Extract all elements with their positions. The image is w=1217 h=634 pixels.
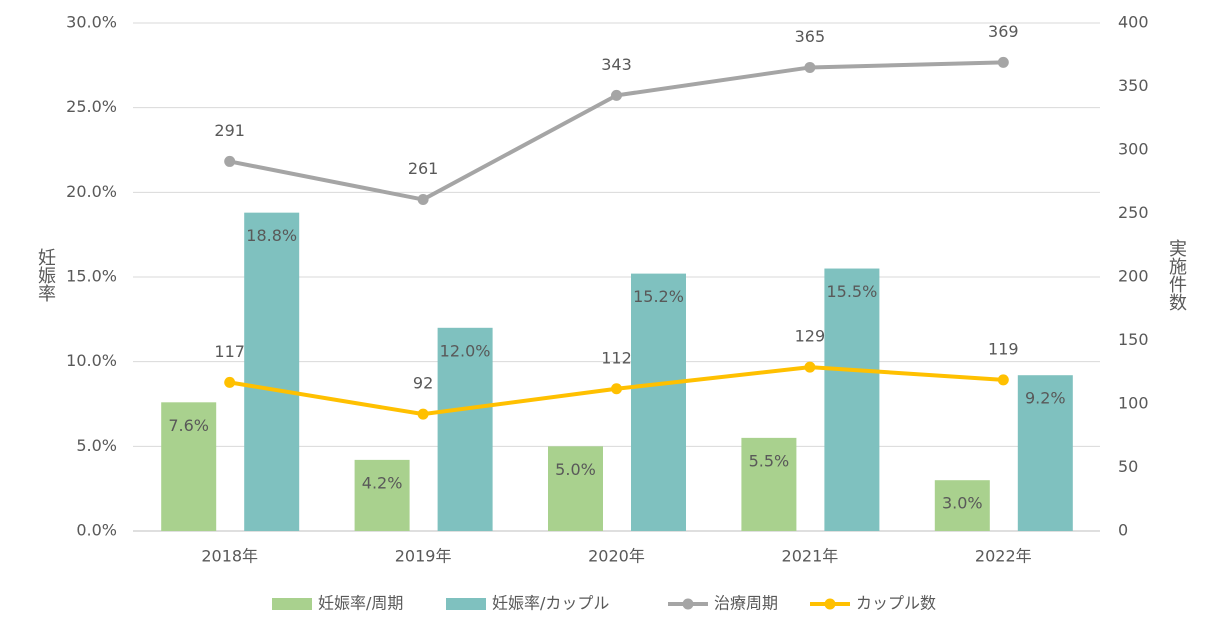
y-axis-title: 妊娠率	[35, 248, 56, 302]
line-value-label: 291	[214, 121, 245, 140]
y-tick-label: 10.0%	[66, 351, 117, 370]
legend-label: 妊娠率/カップル	[492, 594, 609, 613]
line-value-label: 261	[408, 159, 439, 178]
bar	[354, 459, 410, 531]
line-point	[611, 89, 622, 101]
bar	[1017, 375, 1073, 531]
x-tick-label: 2018年	[201, 547, 258, 566]
bar-value-label: 7.6%	[168, 416, 209, 435]
bar-value-label: 4.2%	[362, 473, 403, 492]
legend-label: 妊娠率/周期	[318, 594, 403, 613]
bar-value-label: 5.5%	[749, 451, 790, 470]
y2-tick-label: 400	[1118, 13, 1149, 32]
legend-swatch	[682, 598, 694, 610]
legend-swatch	[272, 598, 312, 610]
legend-swatch	[824, 598, 836, 610]
y-tick-label: 30.0%	[66, 13, 117, 32]
legend-label: 治療周期	[714, 594, 778, 613]
line-value-label: 112	[601, 348, 632, 367]
bar-value-label: 12.0%	[440, 341, 491, 360]
line	[229, 60, 1004, 202]
legend-label: カップル数	[856, 594, 936, 613]
line-point	[997, 374, 1009, 386]
line-point	[997, 56, 1009, 68]
x-tick-label: 2020年	[588, 547, 645, 566]
bar-value-label: 9.2%	[1025, 389, 1066, 408]
y2-tick-label: 0	[1118, 521, 1128, 540]
y2-tick-label: 300	[1118, 140, 1149, 159]
line-value-label: 343	[601, 55, 632, 74]
y2-tick-label: 250	[1118, 203, 1149, 222]
bar-value-label: 15.2%	[633, 287, 684, 306]
y2-tick-label: 50	[1118, 457, 1138, 476]
y2-tick-label: 100	[1118, 394, 1149, 413]
line-value-label: 117	[214, 342, 245, 361]
bar	[631, 273, 686, 531]
x-tick-label: 2019年	[395, 547, 452, 566]
y-tick-label: 15.0%	[66, 267, 117, 286]
bar	[741, 437, 797, 531]
x-tick-label: 2022年	[975, 547, 1032, 566]
bar-value-label: 15.5%	[826, 282, 877, 301]
bar-value-label: 3.0%	[942, 494, 983, 513]
y-tick-label: 25.0%	[66, 97, 117, 116]
bar	[161, 402, 217, 531]
y2-axis-title: 実施件数	[1166, 239, 1187, 311]
y-tick-label: 5.0%	[76, 436, 117, 455]
bar	[244, 212, 300, 532]
line-point	[224, 155, 236, 167]
line-value-label: 92	[413, 374, 433, 393]
line-point	[611, 383, 622, 395]
y-tick-label: 0.0%	[76, 521, 117, 540]
legend-swatch	[446, 598, 486, 610]
y2-tick-label: 350	[1118, 76, 1149, 95]
line-point	[224, 376, 236, 388]
x-tick-label: 2021年	[782, 547, 839, 566]
line-value-label: 119	[988, 339, 1019, 358]
line-point	[804, 361, 816, 373]
bar	[824, 268, 880, 531]
bar	[548, 446, 603, 531]
line-point	[417, 408, 429, 420]
line-value-label: 365	[795, 27, 826, 46]
bar-value-label: 18.8%	[246, 226, 297, 245]
bar	[934, 480, 990, 531]
bar-value-label: 5.0%	[555, 460, 596, 479]
bar	[437, 327, 493, 531]
y-tick-label: 20.0%	[66, 182, 117, 201]
line-point	[804, 61, 816, 73]
line-point	[417, 194, 429, 206]
y2-tick-label: 150	[1118, 330, 1149, 349]
line-value-label: 369	[988, 22, 1019, 41]
line-value-label: 129	[795, 327, 826, 346]
y2-tick-label: 200	[1118, 267, 1149, 286]
